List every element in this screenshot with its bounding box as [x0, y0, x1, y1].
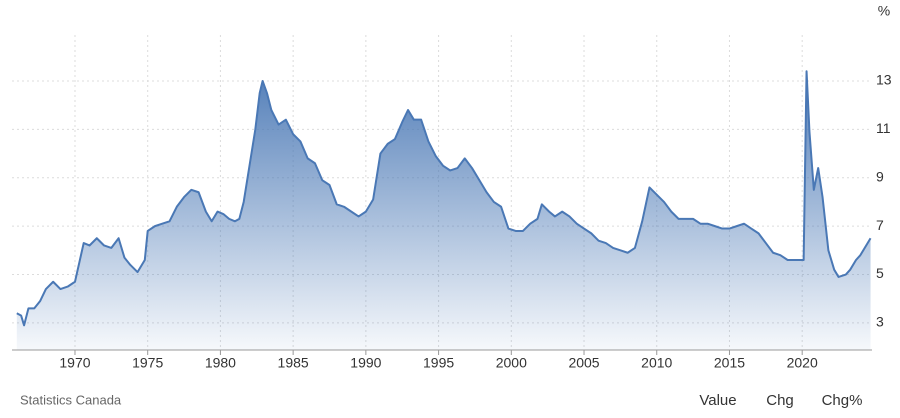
x-tick-label: 1980 — [205, 355, 236, 371]
x-tick-label: 1985 — [278, 355, 309, 371]
x-tick-label: 1975 — [132, 355, 163, 371]
tab-button[interactable]: Value — [699, 392, 736, 409]
y-tick-label: 3 — [876, 314, 884, 330]
x-tick-label: 2010 — [641, 355, 672, 371]
y-tick-label: 7 — [876, 217, 884, 233]
y-tick-label: 5 — [876, 265, 884, 281]
x-tick-label: 1970 — [59, 355, 90, 371]
y-tick-label: 9 — [876, 168, 884, 184]
y-tick-label: 13 — [876, 72, 892, 88]
x-tick-label: 2000 — [496, 355, 527, 371]
x-tick-label: 2020 — [787, 355, 818, 371]
x-tick-label: 2015 — [714, 355, 745, 371]
unit-label: % — [878, 3, 890, 19]
tab-button[interactable]: Chg% — [822, 392, 863, 409]
x-tick-label: 1995 — [423, 355, 454, 371]
x-tick-label: 1990 — [350, 355, 381, 371]
source: Statistics Canada — [20, 392, 122, 407]
x-tick-label: 2005 — [568, 355, 599, 371]
area-fill — [16, 71, 871, 350]
tab-button[interactable]: Chg — [766, 392, 794, 409]
line — [16, 70, 872, 327]
y-tick-label: 11 — [876, 120, 891, 136]
